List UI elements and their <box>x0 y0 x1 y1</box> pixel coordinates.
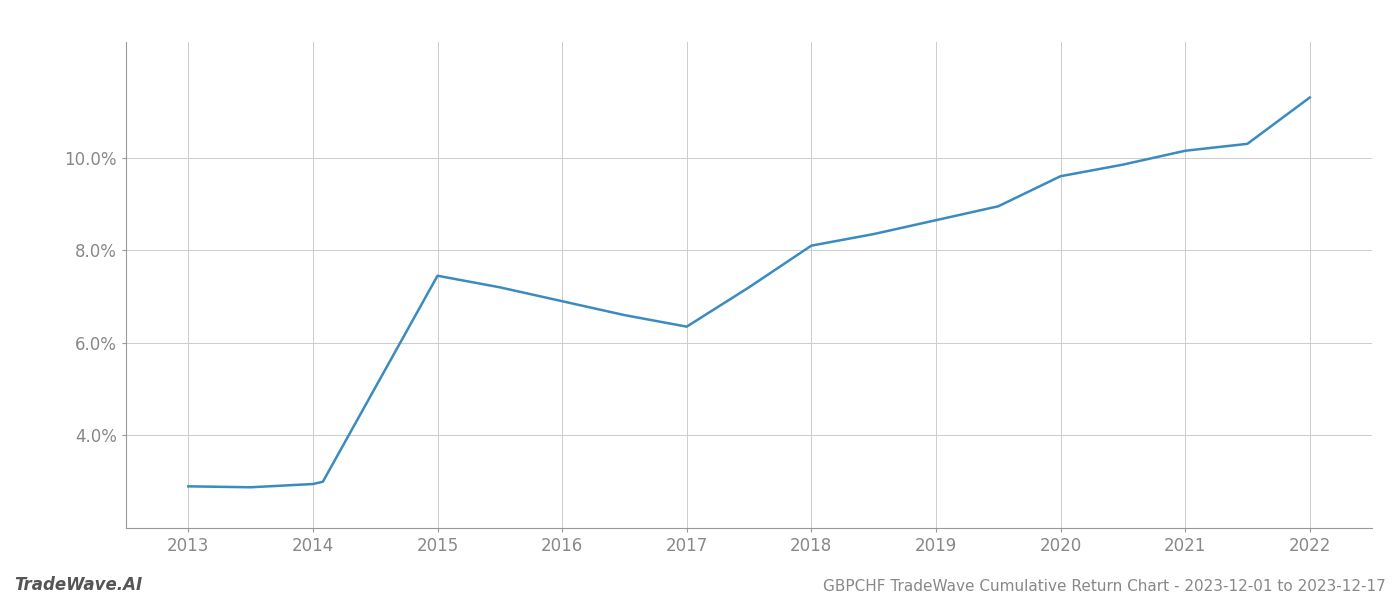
Text: TradeWave.AI: TradeWave.AI <box>14 576 143 594</box>
Text: GBPCHF TradeWave Cumulative Return Chart - 2023-12-01 to 2023-12-17: GBPCHF TradeWave Cumulative Return Chart… <box>823 579 1386 594</box>
